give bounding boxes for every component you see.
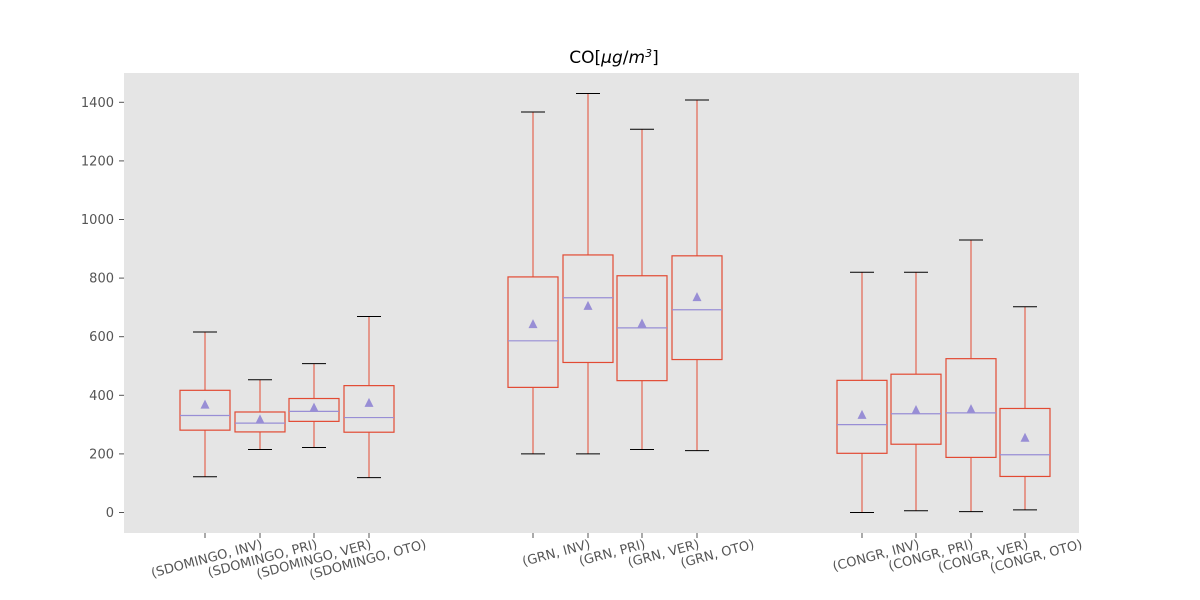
mean-marker (911, 404, 921, 414)
x-axis: (SDOMINGO, INV)(SDOMINGO, PRI)(SDOMINGO,… (150, 533, 1084, 583)
box-iqr (890, 373, 942, 445)
box-group (179, 331, 231, 478)
box-group (616, 128, 668, 450)
mean-marker (637, 318, 647, 328)
box-iqr (562, 254, 614, 364)
box-iqr (945, 358, 997, 459)
mean-marker (1020, 432, 1030, 442)
y-tick-label: 1400 (81, 96, 114, 111)
mean-marker (857, 409, 867, 419)
y-tick-label: 1200 (81, 154, 114, 169)
mean-marker (966, 404, 976, 414)
mean-marker (583, 300, 593, 310)
box-group (343, 315, 395, 479)
box-group (999, 306, 1051, 511)
chart-title: CO[μg/m3] (569, 47, 658, 69)
plot-area-background (124, 73, 1079, 533)
box-iqr (179, 389, 231, 431)
mean-marker (255, 414, 265, 424)
box-iqr (343, 385, 395, 433)
box-iqr (288, 397, 340, 422)
y-tick-label: 600 (89, 330, 114, 345)
box-iqr (507, 276, 559, 388)
box-group (945, 239, 997, 513)
y-tick-label: 1000 (81, 213, 114, 228)
mean-marker (364, 397, 374, 407)
boxes (179, 93, 1051, 513)
y-tick-label: 0 (106, 506, 114, 521)
y-axis: 0 200 400 600 800 1000 1200 1400 (81, 96, 124, 521)
box-iqr (234, 411, 286, 433)
mean-marker (528, 319, 538, 329)
box-iqr (671, 255, 723, 361)
y-tick-label: 800 (89, 272, 114, 287)
box-group (562, 93, 614, 455)
y-tick-label: 200 (89, 447, 114, 462)
mean-marker (200, 399, 210, 409)
box-group (234, 379, 286, 450)
mean-marker (692, 292, 702, 302)
box-group (890, 271, 942, 512)
y-tick-label: 400 (89, 389, 114, 404)
box-group (836, 271, 888, 513)
box-group (507, 111, 559, 455)
box-iqr (836, 379, 888, 454)
box-group (671, 99, 723, 452)
mean-marker (309, 402, 319, 412)
box-iqr (999, 407, 1051, 478)
box-group (288, 363, 340, 448)
